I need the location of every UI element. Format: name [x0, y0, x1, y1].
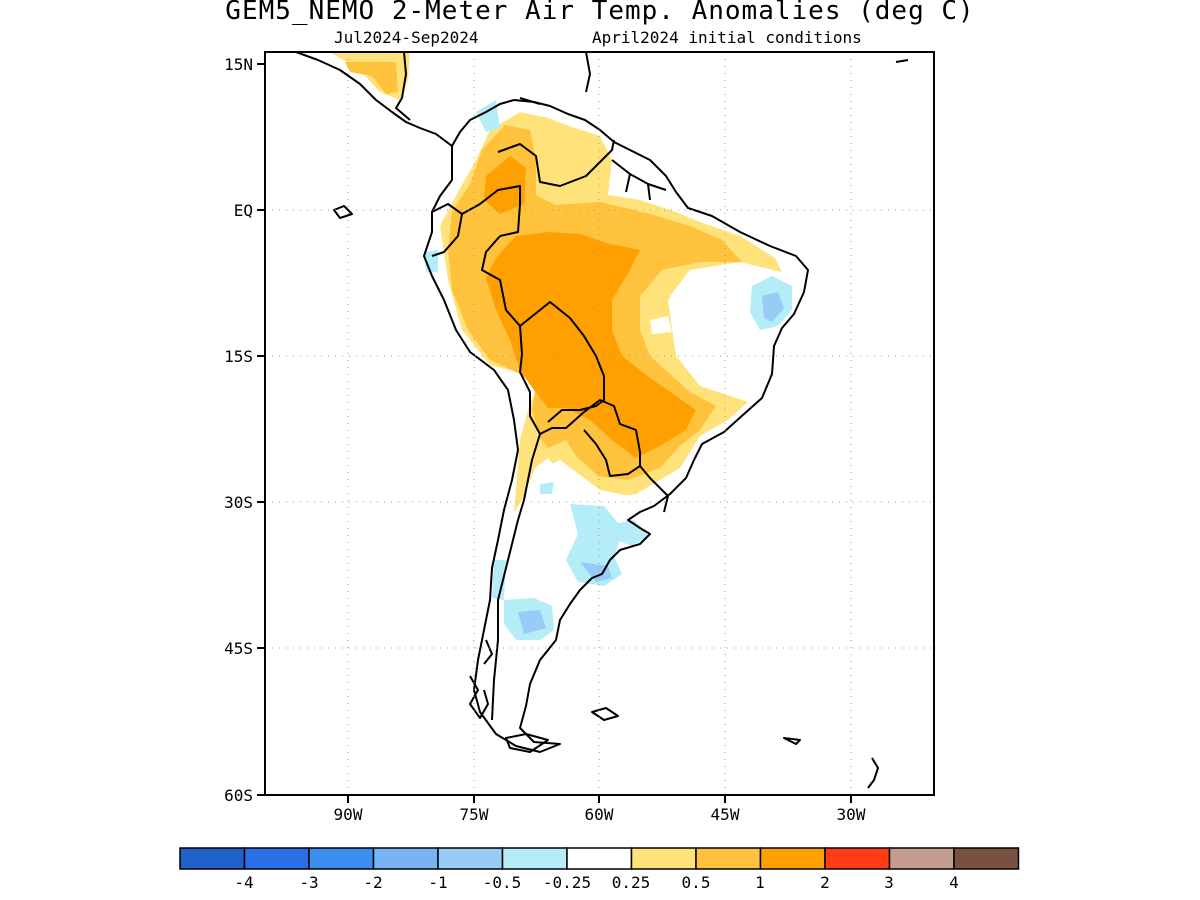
colorbar-swatch — [243, 847, 310, 870]
lon-label: 30W — [837, 805, 866, 824]
anomaly-neg0.25-bolivia — [540, 482, 554, 494]
lon-labels: 90W 75W 60W 45W 30W — [334, 805, 866, 824]
colorbar-label: -3 — [299, 873, 318, 892]
anomaly-neg0.5-patagonia — [518, 610, 546, 634]
lat-label: 60S — [224, 786, 253, 805]
lat-labels: 15N EQ 15S 30S 45S 60S — [224, 55, 253, 805]
anomaly-field — [330, 52, 800, 750]
lon-label: 60W — [585, 805, 614, 824]
colorbar-swatch — [501, 847, 568, 870]
colorbar-label: 2 — [820, 873, 830, 892]
anomaly-1-2-northwest — [484, 156, 526, 214]
anomaly-neg0.5-brazil — [762, 292, 784, 322]
tierra-del-fuego — [505, 733, 549, 753]
lat-label: 45S — [224, 639, 253, 658]
argentina-chile-border — [491, 519, 519, 721]
colorbar-label: 3 — [884, 873, 894, 892]
colorbar-swatch — [179, 847, 246, 870]
colorbar-label: 0.5 — [682, 873, 711, 892]
lat-ticks — [257, 63, 265, 796]
colorbar-label: -0.25 — [543, 873, 591, 892]
lon-ticks — [347, 795, 852, 803]
guianas-border — [611, 159, 667, 201]
venezuela-border — [497, 139, 615, 187]
colorbar-swatches — [179, 847, 1020, 870]
lat-label: 15S — [224, 347, 253, 366]
colorbar-label: 4 — [949, 873, 959, 892]
ecuador-border — [431, 203, 463, 257]
bolivia-chile-argentina-border — [517, 371, 585, 521]
galapagos-islands — [333, 205, 353, 219]
anomaly-neg0.25-chile — [492, 560, 506, 600]
colorbar: -4 -3 -2 -1 -0.5 -0.25 0.25 0.5 1 2 3 4 — [179, 847, 1020, 892]
colorbar-label: -0.5 — [483, 873, 522, 892]
chile-fjords — [469, 639, 493, 719]
colorbar-swatch — [695, 847, 762, 870]
brazil-bolivia-border — [519, 301, 605, 423]
near-normal-central-brazil — [650, 316, 672, 334]
peru-border — [481, 235, 523, 373]
trinidad — [895, 59, 909, 63]
colorbar-swatch — [372, 847, 439, 870]
south-georgia — [783, 737, 801, 745]
lon-label: 75W — [460, 805, 489, 824]
map-title: GEM5_NEMO 2-Meter Air Temp. Anomalies (d… — [225, 0, 975, 26]
anomaly-1-2-region — [486, 232, 696, 458]
south-america-coastline — [423, 99, 809, 753]
lat-label: 15N — [224, 55, 253, 74]
central-america-coastline — [295, 52, 453, 147]
lon-label: 45W — [711, 805, 740, 824]
gridlines — [265, 52, 934, 795]
lat-label: EQ — [234, 201, 253, 220]
anomaly-neg0.5-argentina — [580, 562, 612, 582]
colorbar-swatch — [824, 847, 891, 870]
colorbar-swatch — [630, 847, 697, 870]
anomaly-0.5-1-central-america — [345, 62, 398, 94]
caribbean-coast — [519, 52, 591, 105]
colorbar-label: -4 — [234, 873, 253, 892]
uruguay-border — [639, 465, 669, 513]
colorbar-label: -1 — [428, 873, 447, 892]
colorbar-swatch — [759, 847, 826, 870]
colorbar-labels: -4 -3 -2 -1 -0.5 -0.25 0.25 0.5 1 2 3 4 — [234, 873, 958, 892]
colombia-border — [461, 185, 521, 237]
coastlines — [295, 52, 909, 789]
falkland-islands — [591, 707, 619, 721]
anomaly-neg0.25-argentina — [566, 504, 624, 586]
colorbar-label: 1 — [755, 873, 765, 892]
colorbar-swatch — [566, 847, 633, 870]
lat-label: 30S — [224, 493, 253, 512]
colorbar-label: -2 — [363, 873, 382, 892]
lon-label: 90W — [334, 805, 363, 824]
colorbar-label: 0.25 — [612, 873, 651, 892]
northeast-islands — [867, 757, 879, 789]
colorbar-swatch — [888, 847, 955, 870]
forecast-period: Jul2024-Sep2024 — [334, 28, 479, 47]
initial-conditions: April2024 initial conditions — [592, 28, 862, 47]
paraguay-border — [583, 399, 641, 477]
colorbar-swatch — [437, 847, 504, 870]
colorbar-swatch — [308, 847, 375, 870]
colorbar-swatch — [953, 847, 1020, 870]
